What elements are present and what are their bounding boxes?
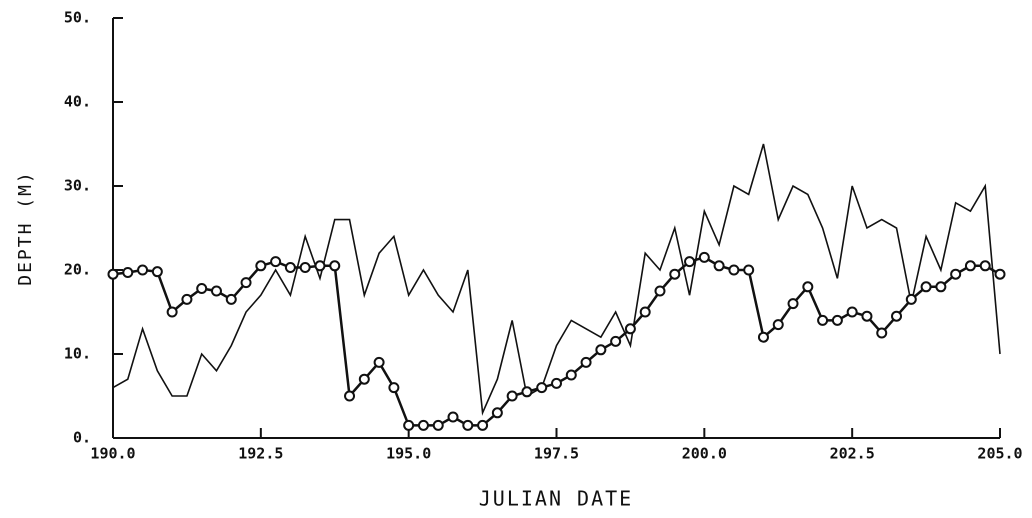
x-tick-label: 197.5 [534,445,579,463]
data-point [344,390,356,402]
data-point [979,260,991,272]
data-point [255,260,267,272]
data-point [728,264,740,276]
data-point [994,268,1006,280]
y-tick-label: 30. [64,177,91,195]
y-tick-label: 0. [73,429,91,447]
data-point [743,264,755,276]
data-point [477,419,489,431]
data-point [757,331,769,343]
data-point [388,382,400,394]
data-point [610,335,622,347]
data-point [358,373,370,385]
data-point [787,298,799,310]
data-point [536,382,548,394]
data-point [462,419,474,431]
data-point [580,356,592,368]
data-point [772,319,784,331]
data-point [639,306,651,318]
x-tick-label: 200.0 [682,445,727,463]
data-point [551,377,562,389]
data-point [225,293,237,305]
data-point [240,277,252,289]
data-point [270,256,282,268]
x-tick-label: 190.0 [90,445,135,463]
data-point [181,293,193,305]
data-point [565,369,577,381]
data-point [669,268,681,280]
data-point [817,314,829,326]
data-point [432,419,444,431]
data-point [210,285,222,297]
data-point [713,260,725,272]
data-point [107,268,119,280]
x-tick-label: 202.5 [830,445,875,463]
y-tick-label: 50. [64,9,91,27]
data-point [506,390,518,402]
data-point [935,281,947,293]
data-point [876,327,888,339]
data-point [861,310,873,322]
y-tick-label: 10. [64,345,91,363]
data-point [491,407,503,419]
x-tick-label: 192.5 [238,445,283,463]
data-point [846,306,858,318]
data-point [373,356,385,368]
data-point [905,293,917,305]
data-point [151,266,163,278]
data-point [447,411,459,423]
data-point [284,261,296,273]
data-point [684,256,696,268]
data-point [920,281,932,293]
data-point [196,282,208,294]
data-point [831,314,843,326]
data-point [595,344,607,356]
data-point [299,261,311,273]
data-point [654,285,666,297]
data-point [137,264,149,276]
x-tick-label: 195.0 [386,445,431,463]
y-tick-label: 40. [64,93,91,111]
data-point [403,419,415,431]
data-point [624,323,636,335]
x-axis-label: JULIAN DATE [479,487,633,511]
data-point [698,251,710,263]
data-point [417,419,429,431]
x-tick-label: 205.0 [977,445,1022,463]
series-line [112,143,1001,416]
y-tick-label: 20. [64,261,91,279]
data-point [166,306,178,318]
data-point [802,281,814,293]
data-point [122,267,134,279]
data-point [521,386,533,398]
data-point [964,260,976,272]
data-point [950,268,962,280]
y-axis-label: DEPTH (M) [15,170,36,286]
data-point [329,260,341,272]
data-point [314,260,326,272]
data-point [891,310,903,322]
